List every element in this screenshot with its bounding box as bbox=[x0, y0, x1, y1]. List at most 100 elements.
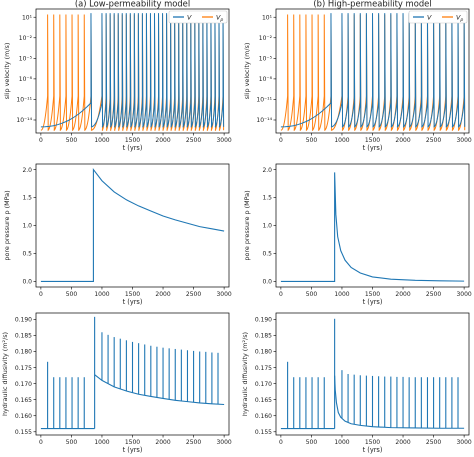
x-tick-label: 0 bbox=[39, 439, 43, 446]
y-tick-label: 10¹ bbox=[22, 14, 33, 21]
panel-1: (a) Low-permeability model 0 500 1000 1500 20… bbox=[3, 0, 232, 152]
y-tick-label: 1.5 bbox=[262, 195, 272, 202]
y-axis-label: hydraulic diffusivity (m²/s) bbox=[1, 332, 9, 416]
y-tick-label: 0.175 bbox=[255, 365, 272, 372]
series-v-line bbox=[40, 13, 225, 128]
panel-2: (b) High-permeability model 0 500 1000 1500 2… bbox=[243, 0, 472, 152]
x-tick-label: 2500 bbox=[426, 291, 441, 298]
plot-area bbox=[280, 13, 466, 131]
x-tick-label: 2000 bbox=[395, 137, 410, 144]
legend: V Vp bbox=[408, 10, 468, 24]
x-tick-label: 2500 bbox=[186, 291, 201, 298]
y-tick-label: 1.0 bbox=[262, 223, 272, 230]
chart-title: (b) High-permeability model bbox=[313, 0, 431, 9]
axes-frame bbox=[275, 163, 470, 288]
x-tick-label: 0 bbox=[39, 291, 43, 298]
x-tick-label: 2500 bbox=[426, 439, 441, 446]
x-tick-label: 500 bbox=[66, 439, 78, 446]
x-tick-label: 0 bbox=[279, 439, 283, 446]
plot-area bbox=[280, 172, 465, 282]
x-tick-label: 3000 bbox=[456, 439, 471, 446]
series-vp-line bbox=[40, 14, 225, 131]
y-tick-label: 10⁻⁵ bbox=[19, 56, 33, 63]
axes-frame bbox=[35, 8, 230, 134]
x-tick-label: 1500 bbox=[365, 439, 380, 446]
y-tick-label: 10⁻¹⁴ bbox=[16, 117, 32, 124]
y-tick-label: 1.0 bbox=[22, 223, 32, 230]
series-v-line bbox=[280, 13, 466, 128]
y-tick-label: 0.165 bbox=[15, 397, 32, 404]
x-tick-label: 3000 bbox=[456, 137, 471, 144]
y-tick-label: 10⁻⁸ bbox=[19, 76, 33, 83]
y-tick-label: 0.190 bbox=[255, 317, 272, 324]
panel-6: 0 500 1000 1500 2000 2500 3000 t (yrs) 0.155 0.16… bbox=[241, 312, 472, 454]
y-tick-label: 0.5 bbox=[262, 251, 272, 258]
x-tick-label: 3000 bbox=[216, 291, 231, 298]
y-tick-label: 10⁻² bbox=[259, 35, 273, 42]
x-tick-label: 2500 bbox=[426, 137, 441, 144]
y-tick-label: 0.160 bbox=[255, 413, 272, 420]
y-tick-label: 0.160 bbox=[15, 413, 32, 420]
pore-pressure-line bbox=[280, 172, 465, 282]
x-tick-label: 500 bbox=[66, 137, 78, 144]
x-tick-label: 500 bbox=[66, 291, 78, 298]
y-tick-label: 0.165 bbox=[255, 397, 272, 404]
y-tick-label: 10⁻¹¹ bbox=[256, 97, 272, 104]
x-axis-label: t (yrs) bbox=[363, 298, 383, 306]
x-tick-label: 1500 bbox=[125, 137, 140, 144]
y-tick-label: 0.180 bbox=[255, 349, 272, 356]
y-tick-label: 10⁻¹⁴ bbox=[256, 117, 272, 124]
y-tick-label: 10⁻⁵ bbox=[259, 56, 273, 63]
x-tick-label: 2500 bbox=[186, 439, 201, 446]
legend-label: V bbox=[427, 13, 432, 21]
axes-frame bbox=[35, 163, 230, 288]
x-tick-label: 2000 bbox=[395, 291, 410, 298]
legend: V Vp bbox=[168, 10, 228, 24]
plot-area bbox=[40, 13, 225, 131]
legend-label: Vp bbox=[216, 13, 223, 23]
chart-title: (a) Low-permeability model bbox=[75, 0, 190, 9]
x-axis-label: t (yrs) bbox=[123, 446, 143, 454]
x-axis-label: t (yrs) bbox=[363, 446, 383, 454]
y-tick-label: 10⁻⁸ bbox=[259, 76, 273, 83]
y-axis-label: slip velocity (m/s) bbox=[243, 43, 251, 100]
y-tick-label: 0.170 bbox=[15, 381, 32, 388]
pore-pressure-line bbox=[40, 167, 225, 282]
x-tick-label: 500 bbox=[306, 137, 318, 144]
x-tick-label: 500 bbox=[306, 439, 318, 446]
x-tick-label: 2500 bbox=[186, 137, 201, 144]
x-tick-label: 500 bbox=[306, 291, 318, 298]
legend-label: Vp bbox=[456, 13, 463, 23]
x-tick-label: 0 bbox=[279, 137, 283, 144]
y-axis-label: pore pressure p (MPa) bbox=[3, 190, 11, 260]
y-axis-label: hydraulic diffusivity (m²/s) bbox=[241, 332, 249, 416]
y-tick-label: 1.5 bbox=[22, 195, 32, 202]
y-tick-label: 0.170 bbox=[255, 381, 272, 388]
x-tick-label: 3000 bbox=[456, 291, 471, 298]
x-axis-label: t (yrs) bbox=[123, 144, 143, 152]
y-tick-label: 10⁻¹¹ bbox=[16, 97, 32, 104]
x-tick-label: 1500 bbox=[365, 291, 380, 298]
y-tick-label: 0.155 bbox=[255, 429, 272, 436]
x-tick-label: 2000 bbox=[155, 137, 170, 144]
diffusivity-decay-line bbox=[334, 375, 465, 429]
x-axis-label: t (yrs) bbox=[363, 144, 383, 152]
legend-label: V bbox=[187, 13, 192, 21]
x-tick-label: 2000 bbox=[395, 439, 410, 446]
y-tick-label: 0.190 bbox=[15, 317, 32, 324]
x-tick-label: 1000 bbox=[334, 291, 349, 298]
y-tick-label: 0.180 bbox=[15, 349, 32, 356]
x-tick-label: 3000 bbox=[216, 439, 231, 446]
panel-5: 0 500 1000 1500 2000 2500 3000 t (yrs) 0.155 0.16… bbox=[1, 312, 232, 454]
x-tick-label: 3000 bbox=[216, 137, 231, 144]
x-tick-label: 1500 bbox=[365, 137, 380, 144]
plot-area bbox=[40, 316, 225, 430]
y-tick-label: 2.0 bbox=[262, 167, 272, 174]
panel-3: 0 500 1000 1500 2000 2500 3000 t (yrs) 0.0 0.5 1.0… bbox=[3, 163, 232, 306]
y-tick-label: 0.0 bbox=[262, 279, 272, 286]
plot-area bbox=[280, 318, 465, 430]
panel-4: 0 500 1000 1500 2000 2500 3000 t (yrs) 0.0 0.5 1.0… bbox=[243, 163, 472, 306]
y-tick-label: 10⁻² bbox=[19, 35, 33, 42]
x-axis-label: t (yrs) bbox=[123, 298, 143, 306]
